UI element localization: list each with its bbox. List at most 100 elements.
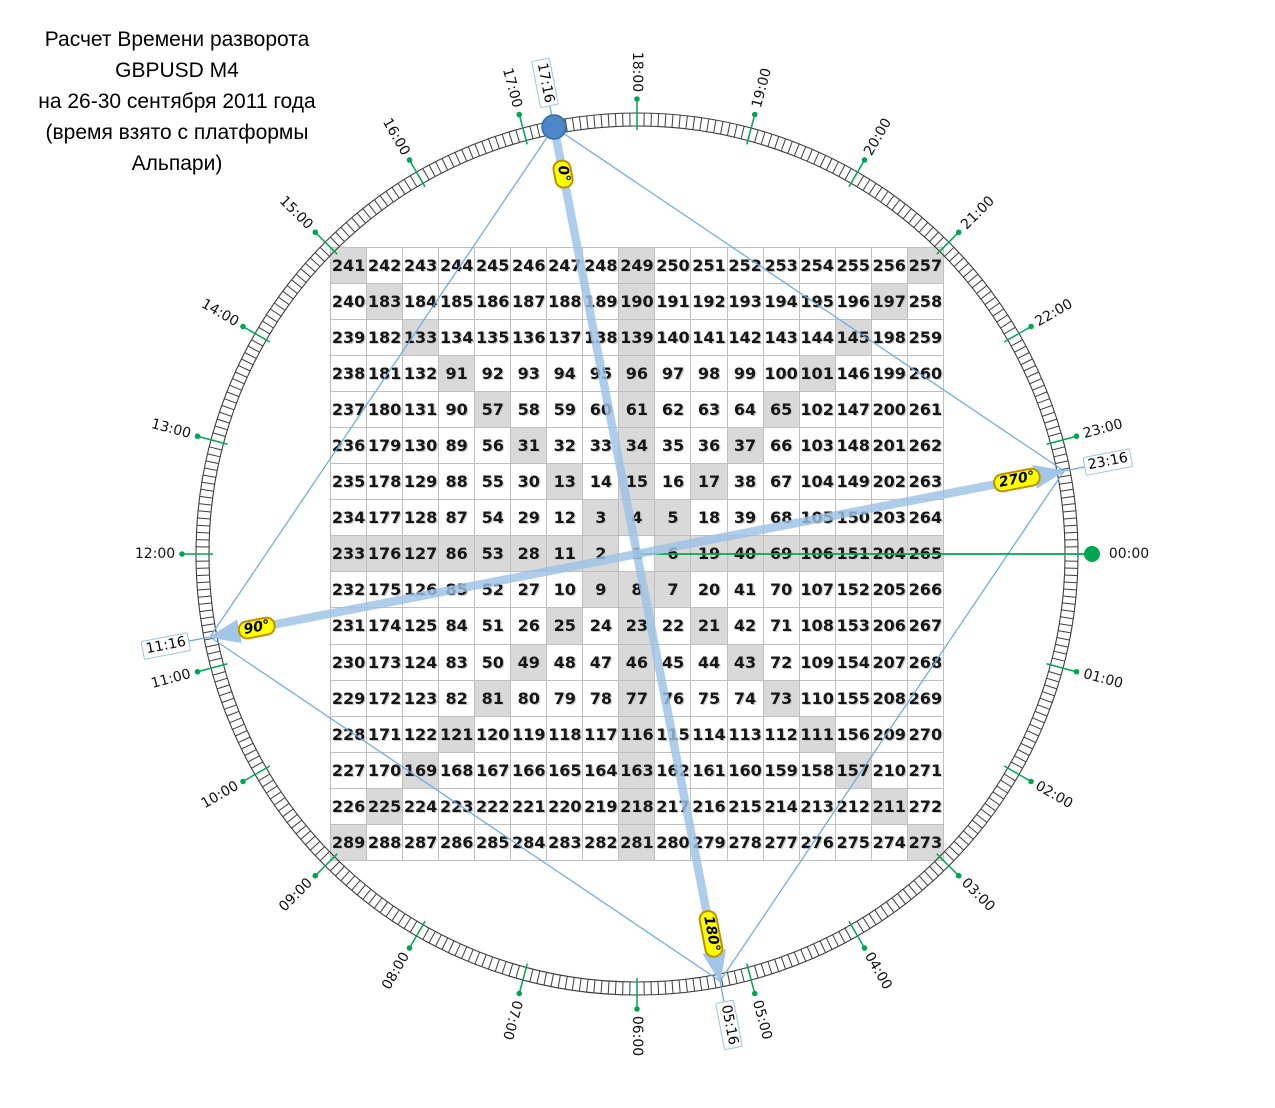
grid-cell: 49 xyxy=(510,643,548,681)
grid-cell: 2 xyxy=(582,535,620,573)
grid-cell: 25 xyxy=(546,607,584,645)
grid-cell: 89 xyxy=(438,427,476,465)
grid-cell: 87 xyxy=(438,499,476,537)
grid-cell: 254 xyxy=(798,246,836,285)
hour-tick xyxy=(746,114,756,145)
grid-cell: 209 xyxy=(870,715,908,753)
reversal-time-label: 23:16 xyxy=(1082,448,1134,477)
grid-cell: 205 xyxy=(870,571,908,609)
grid-cell: 227 xyxy=(329,751,368,789)
grid-cell: 182 xyxy=(366,319,404,357)
grid-cell: 69 xyxy=(762,535,800,573)
grid-cell: 141 xyxy=(690,319,728,357)
hour-tick-dot xyxy=(240,323,246,330)
grid-cell: 179 xyxy=(366,427,404,465)
hour-tick-dot xyxy=(312,872,319,879)
grid-cell: 29 xyxy=(510,499,548,537)
grid-cell: 75 xyxy=(690,679,728,717)
grid-cell: 236 xyxy=(329,427,368,465)
grid-cell: 257 xyxy=(906,246,945,285)
hour-label: 07:00 xyxy=(499,997,526,1042)
hour-tick-dot xyxy=(406,945,413,951)
grid-cell: 68 xyxy=(762,499,800,537)
grid-cell: 232 xyxy=(329,571,368,609)
grid-cell: 149 xyxy=(834,463,872,501)
grid-cell: 5 xyxy=(654,499,692,537)
hour-tick-dot xyxy=(1073,668,1080,675)
grid-cell: 169 xyxy=(402,751,440,789)
grid-cell: 168 xyxy=(438,751,476,789)
grid-cell: 281 xyxy=(618,823,656,862)
grid-cell: 64 xyxy=(726,391,764,429)
grid-cell: 42 xyxy=(726,607,764,645)
gann-square-of-nine-grid: 241 242 243 244 245 246 247 248 249 250 251 252 253 2… xyxy=(329,246,945,862)
grid-cell: 237 xyxy=(329,391,368,429)
title-line: GBPUSD M4 xyxy=(115,59,239,82)
grid-cell: 40 xyxy=(726,535,764,573)
grid-cell: 15 xyxy=(618,463,656,501)
grid-cell: 263 xyxy=(906,463,945,501)
grid-cell: 261 xyxy=(906,391,945,429)
hour-tick xyxy=(197,435,228,445)
grid-cell: 226 xyxy=(329,787,368,825)
grid-cell: 280 xyxy=(654,823,692,862)
grid-cell: 53 xyxy=(474,535,512,573)
degree-badge: 90° xyxy=(236,614,278,641)
grid-cell: 195 xyxy=(798,283,836,321)
hour-label: 08:00 xyxy=(378,949,414,993)
grid-cell: 269 xyxy=(906,679,945,717)
grid-cell: 155 xyxy=(834,679,872,717)
grid-cell: 71 xyxy=(762,607,800,645)
hour-tick xyxy=(848,920,866,949)
grid-cell: 166 xyxy=(510,751,548,789)
grid-cell: 288 xyxy=(366,823,404,862)
grid-cell: 186 xyxy=(474,283,512,321)
grid-cell: 24 xyxy=(582,607,620,645)
grid-cell: 137 xyxy=(546,319,584,357)
grid-cell: 125 xyxy=(402,607,440,645)
grid-cell: 224 xyxy=(402,787,440,825)
page-title: Расчет Времени разворота GBPUSD M4 на 26… xyxy=(12,24,342,179)
grid-cell: 230 xyxy=(329,643,368,681)
hour-tick xyxy=(242,325,271,343)
hour-tick-dot xyxy=(179,551,185,557)
grid-cell: 50 xyxy=(474,643,512,681)
grid-cell: 250 xyxy=(654,246,692,285)
grid-cell: 148 xyxy=(834,427,872,465)
hour-tick-dot xyxy=(516,111,523,118)
grid-cell: 213 xyxy=(798,787,836,825)
grid-cell: 235 xyxy=(329,463,368,501)
grid-cell: 171 xyxy=(366,715,404,753)
grid-cell: 4 xyxy=(618,499,656,537)
grid-cell: 163 xyxy=(618,751,656,789)
grid-cell: 189 xyxy=(582,283,620,321)
grid-cell: 92 xyxy=(474,355,512,393)
grid-cell: 118 xyxy=(546,715,584,753)
grid-cell: 145 xyxy=(834,319,872,357)
grid-cell: 190 xyxy=(618,283,656,321)
hour-label: 06:00 xyxy=(629,1015,645,1057)
grid-cell: 79 xyxy=(546,679,584,717)
grid-cell: 54 xyxy=(474,499,512,537)
grid-cell: 30 xyxy=(510,463,548,501)
grid-cell: 219 xyxy=(582,787,620,825)
grid-cell: 85 xyxy=(438,571,476,609)
grid-cell: 3 xyxy=(582,499,620,537)
grid-cell: 56 xyxy=(474,427,512,465)
grid-cell: 276 xyxy=(798,823,836,862)
grid-cell: 112 xyxy=(762,715,800,753)
grid-cell: 283 xyxy=(546,823,584,862)
hour-tick-dot xyxy=(751,990,758,997)
marker-connector-line xyxy=(719,980,727,1012)
grid-cell: 116 xyxy=(618,715,656,753)
hour-label: 10:00 xyxy=(198,777,242,813)
grid-cell: 249 xyxy=(618,246,656,285)
grid-cell: 37 xyxy=(726,427,764,465)
grid-cell: 109 xyxy=(798,643,836,681)
grid-cell: 175 xyxy=(366,571,404,609)
grid-cell: 157 xyxy=(834,751,872,789)
hour-tick xyxy=(197,663,228,673)
degree-badge: 270° xyxy=(991,466,1043,495)
hour-label: 13:00 xyxy=(149,416,193,443)
